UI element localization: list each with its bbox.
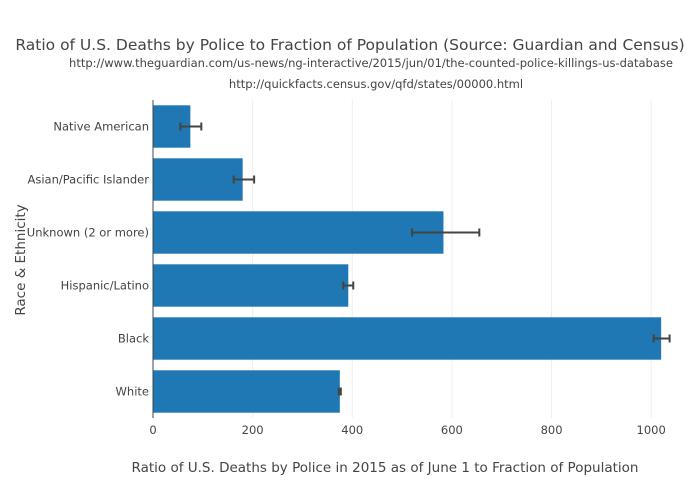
x-tick-label: 800 <box>541 423 563 437</box>
bars <box>153 105 662 413</box>
x-tick-label: 1000 <box>637 423 666 437</box>
bar <box>153 211 444 254</box>
bar <box>153 158 243 201</box>
y-tick-labels: White Black Hispanic/Latino Unknown (2 or m… <box>27 120 150 399</box>
chart-title: Ratio of U.S. Deaths by Police to Fracti… <box>15 36 684 54</box>
chart-subtitle-census-url: http://quickfacts.census.gov/qfd/states/… <box>229 77 523 91</box>
bar <box>153 264 349 307</box>
y-tick-label: White <box>116 385 149 399</box>
chart-subtitle-guardian-url: http://www.theguardian.com/us-news/ng-in… <box>69 56 673 70</box>
bar <box>153 317 662 360</box>
y-tick-label: Unknown (2 or more) <box>27 226 149 240</box>
y-tick-label: Black <box>118 332 149 346</box>
x-tick-label: 200 <box>242 423 264 437</box>
y-tick-label: Asian/Pacific Islander <box>28 173 150 187</box>
bar <box>153 370 340 413</box>
x-tick-label: 600 <box>441 423 463 437</box>
error-bars <box>179 122 671 396</box>
y-tick-label: Hispanic/Latino <box>61 279 149 293</box>
x-tick-labels: 0 200 400 600 800 1000 <box>149 423 665 437</box>
y-tick-label: Native American <box>53 120 149 134</box>
y-axis-title: Race & Ethnicity <box>13 204 29 315</box>
x-tick-label: 0 <box>149 423 156 437</box>
x-gridlines <box>252 100 652 418</box>
x-axis-title: Ratio of U.S. Deaths by Police in 2015 a… <box>132 460 639 476</box>
x-tick-label: 400 <box>341 423 363 437</box>
